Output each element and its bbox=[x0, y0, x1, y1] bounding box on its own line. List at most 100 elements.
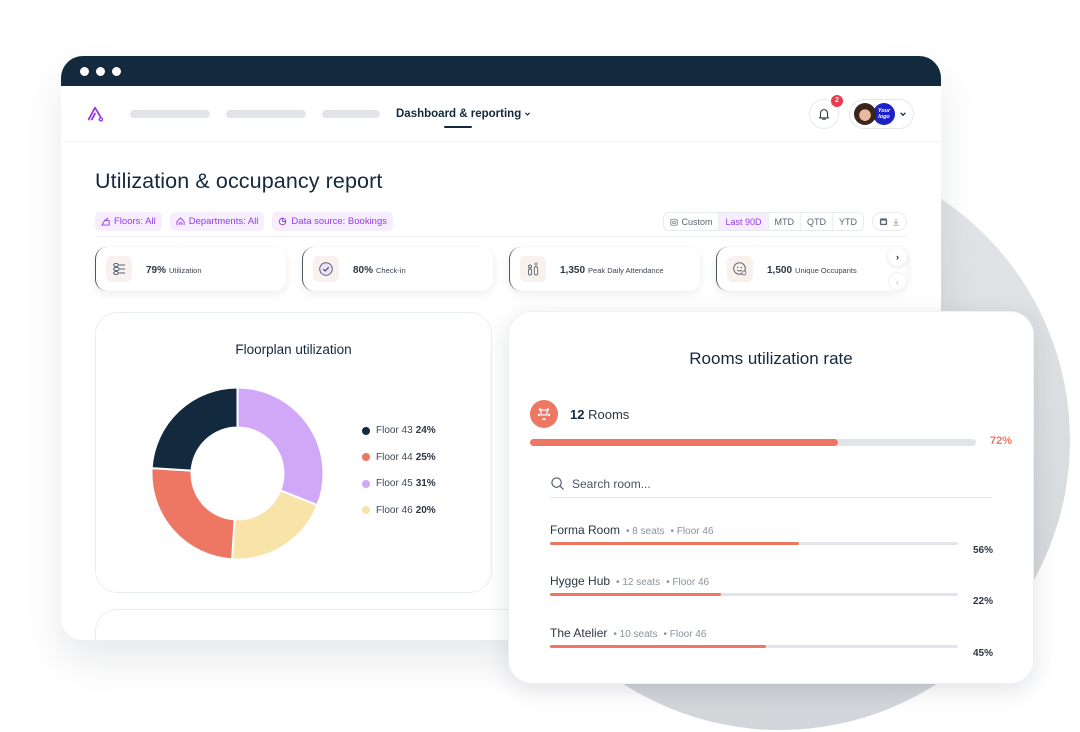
bell-icon bbox=[819, 108, 829, 120]
range-ytd[interactable]: YTD bbox=[832, 213, 863, 230]
card-title: Floorplan utilization bbox=[235, 342, 352, 357]
kpi-label: Check-in bbox=[376, 266, 406, 275]
room-seats: • 12 seats bbox=[616, 577, 661, 588]
overall-utilization-percent: 72% bbox=[989, 435, 1012, 447]
legend-color-dot bbox=[362, 453, 370, 461]
filter-label: Floors: All bbox=[114, 216, 156, 227]
legend-item: Floor 43 24% bbox=[362, 425, 436, 436]
range-label: QTD bbox=[807, 216, 826, 227]
kpi-card-utilization[interactable]: 79% Utilization bbox=[95, 247, 286, 291]
range-last-90d[interactable]: Last 90D bbox=[718, 213, 768, 230]
rooms-count: 12 bbox=[570, 406, 585, 422]
range-label: Custom bbox=[681, 216, 713, 227]
kpi-carousel: 79% Utilization 80% Check-in 1,350 Peak Dai… bbox=[95, 247, 907, 291]
filter-label: Data source: Bookings bbox=[291, 216, 388, 227]
kpi-card-unique-occupants[interactable]: 1,500 Unique Occupants bbox=[716, 247, 907, 291]
kpi-value: 80% bbox=[353, 265, 374, 276]
chevron-down-icon bbox=[525, 112, 531, 116]
room-floor: • Floor 46 bbox=[663, 629, 707, 640]
floorplan-utilization-card: Floorplan utilization Floor 43 24% Floor 4… bbox=[95, 312, 492, 593]
carousel-prev-button[interactable]: ‹ bbox=[888, 272, 907, 291]
progress-fill bbox=[530, 439, 838, 446]
room-utilization-bar bbox=[550, 593, 958, 596]
rooms-utilization-card: Rooms utilization rate 12 Rooms 72% Form… bbox=[508, 311, 1034, 684]
kpi-label: Unique Occupants bbox=[795, 266, 857, 275]
room-name: The Atelier bbox=[550, 626, 608, 640]
filter-departments[interactable]: Departments: All bbox=[169, 212, 265, 231]
nav-item-placeholder[interactable] bbox=[322, 109, 380, 118]
nav-item-label: Dashboard & reporting bbox=[396, 107, 522, 120]
room-utilization-bar bbox=[550, 645, 958, 648]
legend-label: Floor 44 bbox=[376, 451, 413, 463]
donut-segment-floor-46[interactable] bbox=[231, 489, 319, 561]
company-logo: Your logo bbox=[873, 102, 895, 125]
filter-floors[interactable]: Floors: All bbox=[95, 212, 162, 231]
export-button[interactable] bbox=[872, 212, 907, 231]
departments-icon bbox=[176, 217, 185, 226]
meeting-room-icon bbox=[530, 400, 558, 428]
notification-count-badge: 2 bbox=[831, 94, 843, 107]
kpi-label: Utilization bbox=[169, 266, 202, 275]
top-nav: Dashboard & reporting 2 Your logo bbox=[61, 86, 941, 141]
page-title: Utilization & occupancy report bbox=[95, 169, 383, 193]
filter-label: Departments: All bbox=[188, 216, 259, 227]
range-qtd[interactable]: QTD bbox=[800, 213, 832, 230]
nav-item-placeholder[interactable] bbox=[226, 109, 306, 118]
window-dot bbox=[80, 66, 89, 76]
filters-bar: Floors: All Departments: All Data source… bbox=[95, 212, 907, 237]
nav-item-dashboard-reporting[interactable]: Dashboard & reporting bbox=[396, 107, 531, 128]
progress-fill bbox=[550, 593, 722, 596]
room-header: Hygge Hub • 12 seats • Floor 46 bbox=[550, 574, 993, 588]
nav-item-placeholder[interactable] bbox=[130, 109, 210, 118]
legend-value: 31% bbox=[415, 478, 436, 489]
carousel-next-button[interactable]: › bbox=[888, 247, 907, 266]
legend-label: Floor 43 bbox=[376, 425, 413, 436]
people-icon bbox=[520, 256, 546, 282]
legend-item: Floor 45 31% bbox=[362, 478, 436, 489]
room-name: Forma Room bbox=[550, 523, 621, 537]
search-icon bbox=[551, 477, 564, 490]
floor-icon bbox=[101, 217, 110, 226]
profile-menu-button[interactable]: Your logo bbox=[849, 98, 914, 129]
progress-fill bbox=[550, 542, 799, 545]
active-nav-underline bbox=[444, 125, 472, 128]
legend-value: 25% bbox=[415, 451, 436, 463]
room-utilization-bar bbox=[550, 542, 958, 545]
card-title: Rooms utilization rate bbox=[689, 349, 853, 368]
additional-report-card bbox=[95, 609, 535, 640]
legend-item: Floor 46 20% bbox=[362, 505, 436, 516]
room-row[interactable]: Hygge Hub • 12 seats • Floor 46 22% bbox=[550, 574, 993, 607]
room-row[interactable]: The Atelier • 10 seats • Floor 46 45% bbox=[550, 626, 993, 659]
kpi-card-check-in[interactable]: 80% Check-in bbox=[302, 247, 493, 291]
kpi-card-peak-attendance[interactable]: 1,350 Peak Daily Attendance bbox=[509, 247, 700, 291]
user-avatar bbox=[854, 102, 876, 125]
room-utilization-percent: 45% bbox=[972, 648, 993, 659]
range-mtd[interactable]: MTD bbox=[767, 213, 800, 230]
legend-label: Floor 46 bbox=[376, 504, 413, 516]
floorplan-donut-chart bbox=[150, 386, 325, 561]
check-circle-icon bbox=[313, 256, 339, 282]
donut-segment-floor-43[interactable] bbox=[150, 386, 239, 472]
notifications-button[interactable]: 2 bbox=[809, 94, 843, 129]
donut-segment-floor-45[interactable] bbox=[236, 386, 325, 507]
range-custom[interactable]: Custom bbox=[664, 213, 719, 230]
kpi-value: 79% bbox=[146, 265, 167, 276]
room-row[interactable]: Forma Room • 8 seats • Floor 46 56% bbox=[550, 523, 993, 556]
kpi-carousel-nav: › ‹ bbox=[888, 247, 907, 291]
donut-segment-floor-44[interactable] bbox=[150, 467, 236, 561]
room-floor: • Floor 46 bbox=[670, 526, 714, 537]
room-utilization-percent: 22% bbox=[972, 596, 993, 607]
app-logo-icon[interactable] bbox=[86, 105, 104, 123]
legend-item: Floor 44 25% bbox=[362, 452, 436, 463]
kpi-value: 1,350 bbox=[560, 265, 586, 276]
legend-color-dot bbox=[362, 479, 370, 488]
smiley-user-icon bbox=[727, 256, 753, 282]
search-room-input[interactable] bbox=[572, 476, 952, 491]
room-utilization-percent: 56% bbox=[972, 545, 993, 556]
legend-color-dot bbox=[362, 426, 370, 435]
progress-fill bbox=[550, 645, 767, 648]
legend-value: 20% bbox=[415, 504, 436, 516]
room-search bbox=[550, 470, 992, 498]
filter-data-source[interactable]: Data source: Bookings bbox=[272, 212, 394, 231]
data-source-icon bbox=[279, 217, 287, 226]
